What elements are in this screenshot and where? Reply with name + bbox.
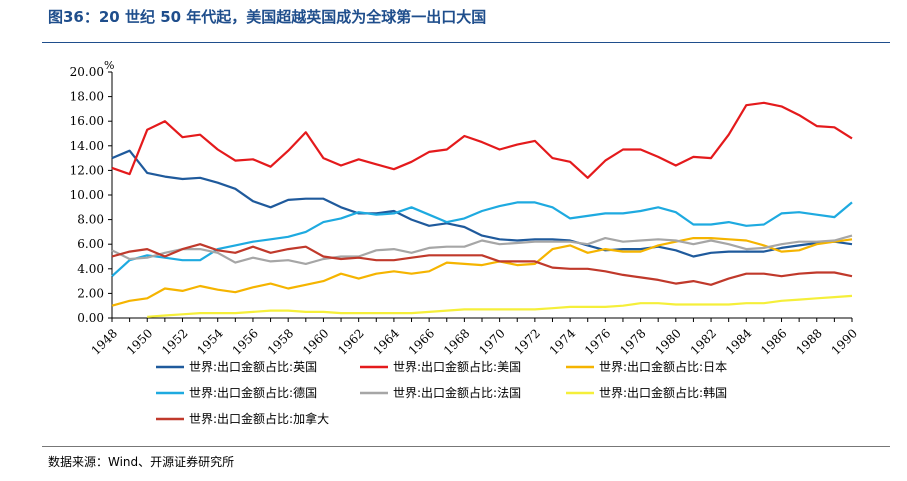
y-tick-label: 4.00 — [77, 262, 104, 276]
x-tick-label: 1952 — [159, 326, 190, 357]
series-line-7 — [111, 243, 853, 286]
x-tick-label: 1970 — [476, 326, 507, 357]
x-tick-label: 1974 — [547, 326, 579, 358]
chart-legend: 世界:出口金额占比:英国 世界:出口金额占比:美国 世界:出口金额占比:日本世界:出… — [156, 359, 727, 426]
x-tick-label: 1972 — [511, 326, 542, 357]
y-tick-label: 14.00 — [70, 139, 104, 153]
legend-label: 世界:出口金额占比:日本 — [599, 359, 727, 374]
legend-label: 世界:出口金额占比:英国 — [189, 359, 317, 374]
y-tick-label: 20.00 — [70, 65, 104, 79]
x-tick-label: 1990 — [829, 326, 860, 357]
y-tick-label: 12.00 — [70, 163, 104, 177]
x-tick-label: 1984 — [723, 326, 755, 358]
series-line-5 — [111, 234, 853, 265]
x-tick-label: 1958 — [265, 326, 296, 357]
legend-label: 世界:出口金额占比:韩国 — [599, 385, 727, 400]
legend-label: 世界:出口金额占比:德国 — [189, 385, 317, 400]
y-tick-label: 6.00 — [77, 237, 104, 251]
footer-divider — [42, 446, 890, 447]
series-line-3 — [111, 237, 853, 307]
x-tick-label: 1978 — [617, 326, 648, 357]
x-tick-label: 1968 — [441, 326, 472, 357]
x-tick-label: 1948 — [89, 326, 120, 357]
x-tick-label: 1986 — [758, 326, 789, 357]
x-tick-label: 1962 — [335, 326, 366, 357]
series-line-4 — [111, 201, 853, 278]
legend-label: 世界:出口金额占比:法国 — [393, 385, 521, 400]
title-divider — [42, 42, 890, 43]
x-tick-label: 1950 — [124, 326, 155, 357]
data-source-note: 数据来源：Wind、开源证券研究所 — [48, 455, 235, 469]
x-tick-label: 1966 — [406, 326, 437, 357]
y-tick-label: 10.00 — [70, 188, 104, 202]
y-tick-label: 18.00 — [70, 90, 104, 104]
x-tick-label: 1954 — [194, 326, 226, 358]
y-tick-label: 8.00 — [77, 213, 104, 227]
series-lines — [111, 101, 853, 318]
y-axis-unit: % — [104, 59, 114, 72]
x-tick-label: 1988 — [793, 326, 824, 357]
series-line-2 — [111, 101, 853, 179]
legend-label: 世界:出口金额占比:美国 — [393, 359, 521, 374]
x-tick-label: 1976 — [582, 326, 613, 357]
x-tick-label: 1964 — [371, 326, 403, 358]
y-tick-label: 2.00 — [77, 286, 104, 300]
series-line-1 — [111, 149, 853, 258]
y-tick-label: 16.00 — [70, 114, 104, 128]
x-tick-label: 1960 — [300, 326, 331, 357]
figure-title: 图36：20 世纪 50 年代起，美国超越英国成为全球第一出口大国 — [48, 8, 487, 26]
series-line-6 — [147, 294, 853, 318]
x-tick-label: 1980 — [652, 326, 683, 357]
legend-label: 世界:出口金额占比:加拿大 — [189, 411, 329, 426]
y-tick-label: 0.00 — [77, 311, 104, 325]
x-tick-label: 1982 — [688, 326, 719, 357]
x-tick-label: 1956 — [230, 326, 261, 357]
